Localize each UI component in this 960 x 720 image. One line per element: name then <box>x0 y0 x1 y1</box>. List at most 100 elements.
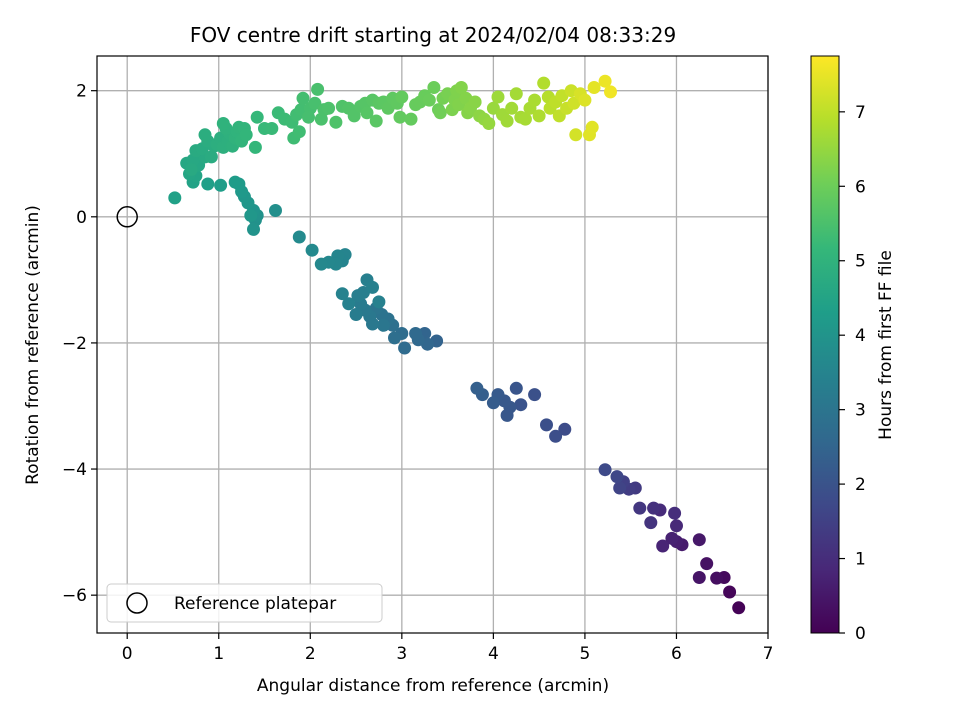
data-point <box>247 222 260 236</box>
data-point <box>610 470 624 484</box>
data-point <box>500 408 514 422</box>
colorbar-tick-label: 7 <box>855 103 866 123</box>
chart-title: FOV centre drift starting at 2024/02/04 … <box>190 23 676 47</box>
data-point <box>168 191 182 205</box>
data-point <box>598 74 612 88</box>
colorbar-tick-label: 2 <box>855 475 866 495</box>
data-point <box>398 341 412 355</box>
data-point <box>296 91 310 105</box>
data-point <box>491 90 505 104</box>
data-point <box>670 519 683 533</box>
data-point <box>311 82 325 96</box>
data-point <box>558 422 572 436</box>
data-point <box>700 557 714 571</box>
x-tick-label: 4 <box>488 644 499 664</box>
colorbar-tick-label: 5 <box>855 252 866 272</box>
y-axis-ticks: −6 −4 −2 0 2 <box>62 82 97 606</box>
data-point <box>335 287 349 301</box>
y-tick-label: −4 <box>62 460 87 480</box>
data-point <box>248 140 262 154</box>
data-point <box>665 531 679 545</box>
data-point <box>342 297 356 311</box>
data-point <box>292 125 306 139</box>
data-point <box>500 114 514 128</box>
x-tick-label: 3 <box>396 644 407 664</box>
colorbar: 0 1 2 3 4 5 6 7 Hours from first FF file <box>810 55 896 644</box>
data-point <box>537 76 551 90</box>
data-point <box>314 257 328 271</box>
data-point <box>505 101 519 115</box>
data-point <box>322 101 336 115</box>
data-point <box>427 81 441 94</box>
data-point <box>509 87 523 101</box>
y-tick-label: 0 <box>76 208 87 228</box>
data-point <box>308 96 322 110</box>
legend-reference-marker <box>126 592 148 614</box>
data-point <box>372 295 386 309</box>
x-tick-label: 5 <box>580 644 591 664</box>
data-point <box>347 109 361 123</box>
y-axis-label: Rotation from reference (arcmin) <box>23 205 43 485</box>
data-point <box>366 280 379 294</box>
legend-entry-reference: Reference platepar <box>174 594 336 614</box>
colorbar-tick-label: 3 <box>855 401 866 421</box>
data-point <box>404 112 418 126</box>
x-tick-label: 2 <box>305 644 316 664</box>
data-point <box>692 533 706 547</box>
x-tick-label: 0 <box>122 644 133 664</box>
data-point <box>482 117 496 130</box>
data-point <box>204 150 218 164</box>
x-axis-ticks: 0 1 2 3 4 5 6 7 <box>122 633 774 664</box>
data-point <box>567 96 581 110</box>
data-point <box>587 81 601 94</box>
plot-frame <box>96 55 769 634</box>
data-point <box>228 175 242 189</box>
x-tick-label: 7 <box>763 644 774 664</box>
data-point <box>604 85 617 99</box>
reference-platepar-marker <box>116 206 138 228</box>
data-point <box>292 230 306 244</box>
data-point <box>656 539 670 553</box>
data-point <box>239 128 253 142</box>
data-point <box>532 109 546 123</box>
reference-layer <box>116 206 138 228</box>
colorbar-tick-label: 6 <box>855 177 866 197</box>
data-point <box>250 110 264 124</box>
data-point <box>265 122 279 135</box>
data-point <box>433 106 447 120</box>
data-point <box>668 506 682 520</box>
data-point <box>468 95 482 109</box>
data-point <box>409 327 423 340</box>
data-point <box>214 178 228 192</box>
y-tick-label: 2 <box>76 82 87 102</box>
colorbar-gradient <box>810 55 840 634</box>
data-point <box>598 463 612 477</box>
data-point <box>569 128 583 142</box>
colorbar-tick-label: 1 <box>855 550 866 570</box>
data-point <box>528 388 542 402</box>
data-point <box>514 398 528 412</box>
data-point <box>470 381 484 395</box>
data-point <box>369 114 383 128</box>
colorbar-tick-label: 0 <box>855 624 866 644</box>
data-point <box>486 396 500 410</box>
data-point <box>198 128 212 142</box>
data-point <box>710 571 724 585</box>
data-point <box>422 93 436 107</box>
y-tick-label: −6 <box>62 586 87 606</box>
legend: Reference platepar <box>106 583 383 623</box>
colorbar-tick-label: 4 <box>855 326 866 346</box>
data-point <box>509 381 523 395</box>
legend-box <box>106 583 383 623</box>
data-point <box>633 501 647 515</box>
data-point <box>201 177 215 191</box>
data-point <box>692 571 706 584</box>
data-point <box>349 308 363 321</box>
x-tick-label: 6 <box>671 644 682 664</box>
data-point <box>377 318 390 332</box>
data-point <box>585 120 599 134</box>
data-point <box>518 112 532 126</box>
data-point <box>393 110 407 124</box>
data-point <box>388 331 401 345</box>
